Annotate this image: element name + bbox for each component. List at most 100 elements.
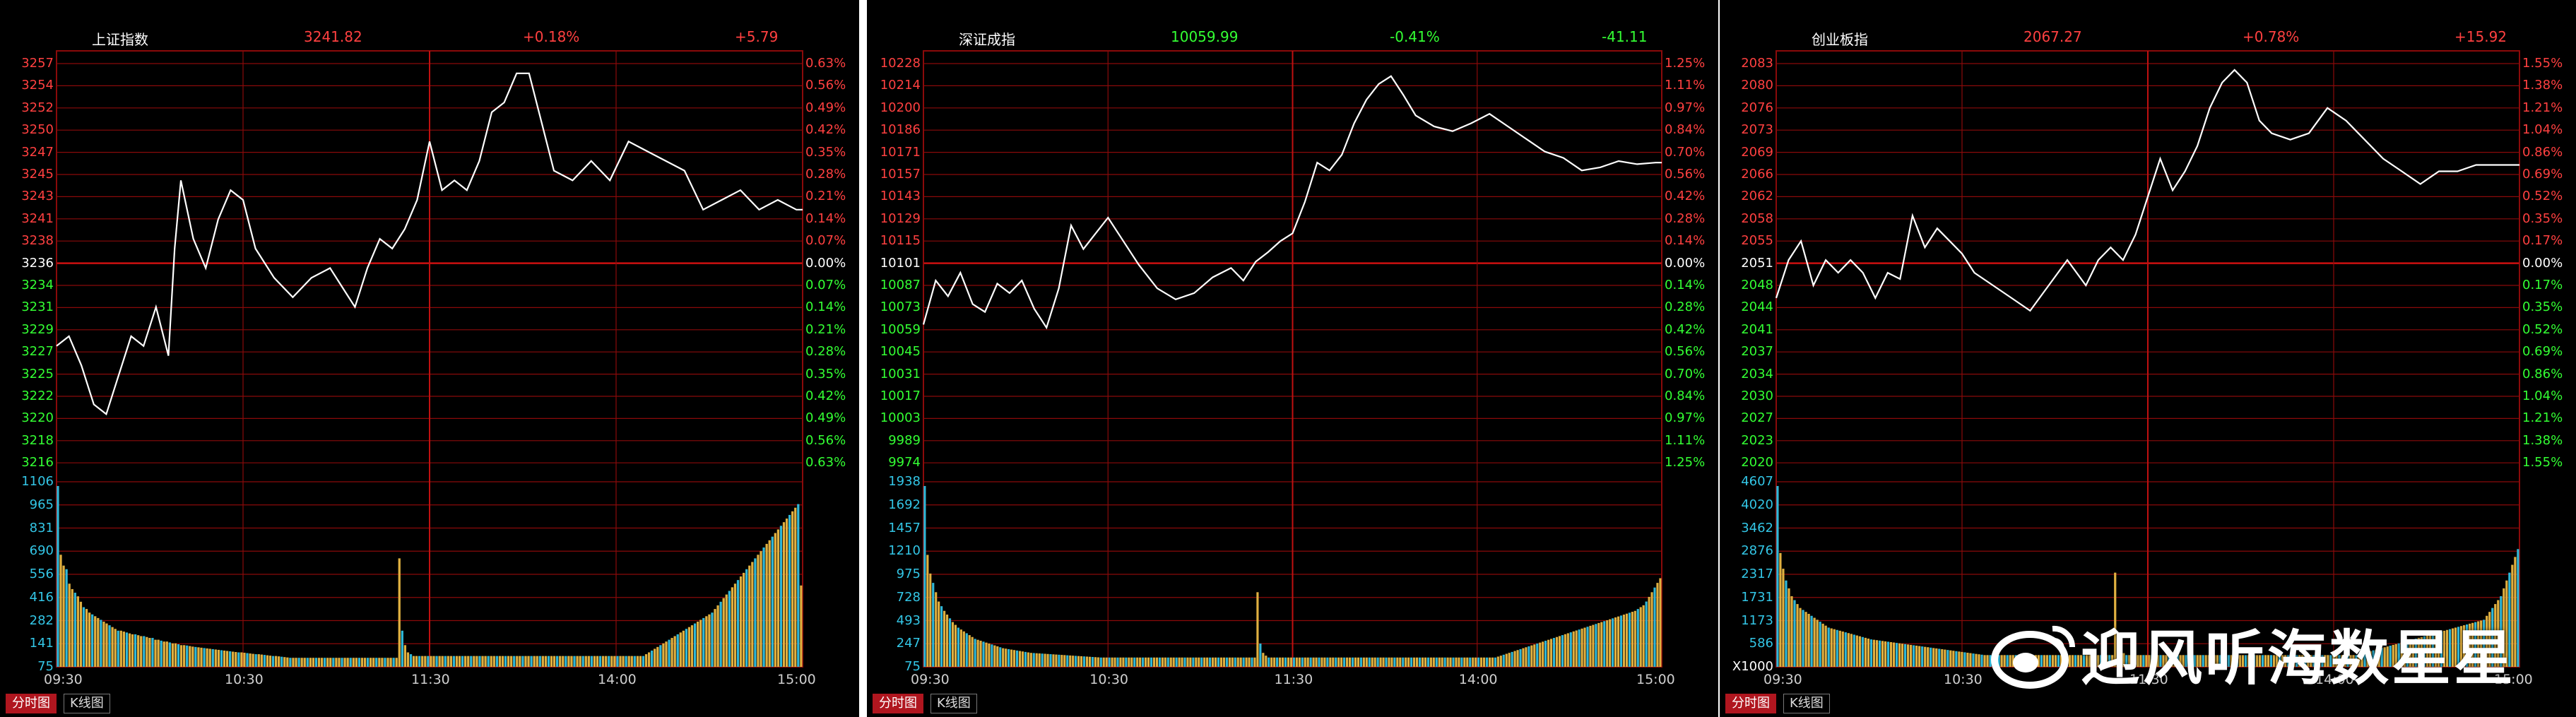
volume-bar xyxy=(335,658,338,667)
volume-bar xyxy=(1853,634,1855,667)
volume-bar xyxy=(945,615,949,667)
volume-bar xyxy=(2043,655,2045,667)
volume-bar xyxy=(1298,657,1301,667)
volume-bar xyxy=(1547,639,1550,667)
volume-bar xyxy=(2417,637,2420,667)
volume-bar xyxy=(271,656,275,667)
pct-tick-label: 0.49% xyxy=(805,410,846,426)
volume-tick-label: 2876 xyxy=(1741,543,1773,559)
pct-tick-label: 0.42% xyxy=(805,122,846,138)
volume-bar xyxy=(2207,655,2210,667)
volume-bar xyxy=(656,646,659,667)
volume-bar xyxy=(687,627,691,667)
volume-bar xyxy=(208,648,211,667)
volume-bar xyxy=(1273,657,1276,667)
tab-kline[interactable]: K线图 xyxy=(64,694,110,713)
volume-bar xyxy=(2068,655,2072,667)
volume-bar xyxy=(590,656,593,667)
tab-kline[interactable]: K线图 xyxy=(1783,694,1830,713)
volume-bar xyxy=(1318,657,1321,667)
tab-kline[interactable]: K线图 xyxy=(930,694,977,713)
price-tick-label: 3236 xyxy=(21,255,54,271)
volume-bar xyxy=(1782,569,1785,667)
volume-bar xyxy=(1799,608,1802,667)
volume-bar xyxy=(2275,655,2279,667)
volume-bar xyxy=(444,656,447,667)
volume-bar xyxy=(745,569,748,667)
volume-bar xyxy=(693,623,697,667)
volume-tick-label: 1692 xyxy=(888,497,921,512)
volume-bar xyxy=(97,617,100,667)
volume-bar xyxy=(530,656,533,667)
volume-bar xyxy=(1091,656,1094,667)
volume-bar xyxy=(2349,655,2352,667)
volume-bar xyxy=(1458,657,1460,667)
volume-bar xyxy=(2235,655,2238,667)
volume-bar xyxy=(2148,655,2151,667)
volume-bar xyxy=(642,656,645,667)
volume-tick-label: X1000 xyxy=(1732,659,1773,674)
tab-intraday[interactable]: 分时图 xyxy=(873,694,923,713)
volume-bar xyxy=(779,526,783,667)
volume-bar xyxy=(82,607,85,667)
volume-bar xyxy=(2469,623,2471,667)
volume-bar xyxy=(1955,651,1958,667)
volume-bar xyxy=(1810,615,1813,667)
volume-bar xyxy=(1496,656,1499,667)
volume-bar xyxy=(1175,657,1178,667)
volume-bar xyxy=(203,648,206,667)
volume-bar xyxy=(2040,655,2043,667)
tab-intraday[interactable]: 分时图 xyxy=(1725,694,1776,713)
volume-bar xyxy=(409,654,413,667)
volume-bar xyxy=(1961,651,1963,667)
volume-bar xyxy=(610,656,613,667)
volume-bar xyxy=(1564,634,1566,667)
volume-bar xyxy=(254,654,257,667)
volume-bar xyxy=(1847,633,1850,667)
volume-bar xyxy=(2139,655,2142,667)
volume-bar xyxy=(2105,655,2108,667)
volume-bar xyxy=(2474,622,2477,667)
tab-intraday[interactable]: 分时图 xyxy=(6,694,57,713)
volume-bar xyxy=(2287,655,2290,667)
volume-bar xyxy=(1304,657,1306,667)
volume-bar xyxy=(1309,657,1312,667)
volume-bar xyxy=(996,646,999,667)
volume-bar xyxy=(461,656,464,667)
volume-bar xyxy=(237,652,240,667)
volume-bar xyxy=(303,658,306,667)
volume-bar xyxy=(1200,657,1203,667)
volume-bar xyxy=(1841,631,1844,667)
volume-bar xyxy=(1209,657,1212,667)
volume-bar xyxy=(2517,549,2519,667)
volume-bar xyxy=(2250,655,2253,667)
volume-bar xyxy=(976,639,979,667)
volume-bar xyxy=(1932,648,1935,667)
volume-bar xyxy=(495,656,498,667)
price-tick-label: 3254 xyxy=(21,78,54,93)
volume-bar xyxy=(2338,655,2341,667)
volume-bar xyxy=(168,642,171,667)
volume-bar xyxy=(154,639,157,667)
volume-bar xyxy=(1612,618,1614,667)
volume-bar xyxy=(111,627,114,667)
volume-bar xyxy=(2051,655,2054,667)
volume-bar xyxy=(1301,657,1304,667)
volume-bar xyxy=(292,658,295,667)
volume-bar xyxy=(108,625,111,667)
volume-bar xyxy=(1807,613,1810,667)
volume-bar xyxy=(2137,655,2139,667)
volume-bar xyxy=(1802,610,1804,667)
volume-bar xyxy=(1407,657,1410,667)
volume-bar xyxy=(1158,657,1161,667)
volume-bar xyxy=(2346,655,2349,667)
pct-tick-label: 1.55% xyxy=(2522,56,2563,71)
price-tick-label: 3241 xyxy=(21,211,54,226)
pct-tick-label: 1.04% xyxy=(2522,122,2563,138)
volume-bar xyxy=(1864,637,1867,667)
volume-bar xyxy=(1388,657,1390,667)
volume-bar xyxy=(2341,655,2344,667)
volume-bar xyxy=(59,555,62,667)
volume-bar xyxy=(1343,657,1346,667)
price-tick-label: 10073 xyxy=(880,300,921,315)
